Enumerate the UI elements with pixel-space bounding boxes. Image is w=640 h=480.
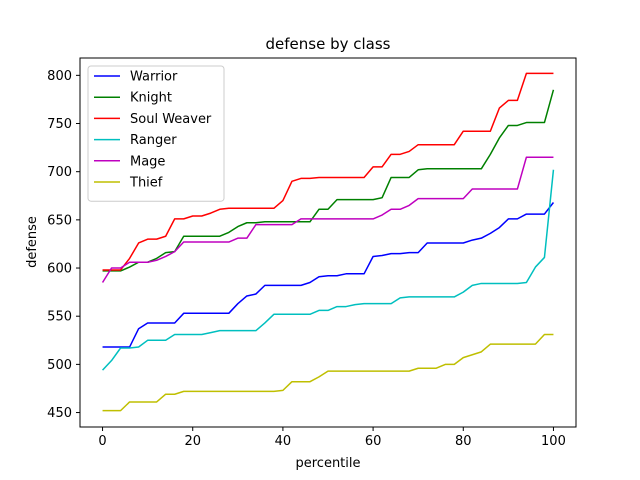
series-line-knight (102, 89, 555, 272)
legend-label: Warrior (130, 70, 178, 85)
y-tick-label: 750 (47, 117, 72, 132)
x-tick-label: 60 (365, 434, 382, 449)
series-line-soul-weaver (102, 72, 554, 271)
y-tick-label: 450 (47, 406, 72, 421)
y-axis: 450 500 550 600 650 700 750 800 (47, 69, 80, 421)
y-tick-label: 650 (47, 213, 72, 228)
plot-lines (101, 72, 555, 412)
legend-label: Ranger (130, 133, 177, 148)
chart-title: defense by class (266, 35, 391, 53)
plot-frame (79, 57, 577, 428)
legend-label: Knight (130, 91, 172, 106)
series-line-ranger (102, 169, 555, 371)
y-tick-label: 700 (47, 165, 72, 180)
x-tick-label: 80 (455, 434, 472, 449)
legend: Warrior Knight Soul Weaver Ranger Mage Thief (87, 65, 225, 202)
series-line-thief (102, 333, 554, 412)
x-tick-label: 20 (184, 434, 201, 449)
y-axis-label: defense (25, 216, 40, 268)
x-axis-label: percentile (295, 456, 360, 471)
y-tick-label: 800 (47, 69, 72, 84)
x-tick-label: 40 (275, 434, 292, 449)
legend-box (87, 65, 225, 202)
y-tick-label: 550 (47, 310, 72, 325)
x-tick-label: 100 (541, 434, 566, 449)
legend-label: Thief (129, 176, 163, 191)
legend-label: Soul Weaver (130, 112, 212, 127)
series-line-warrior (102, 202, 555, 348)
y-tick-label: 500 (47, 358, 72, 373)
x-tick-label: 0 (98, 434, 106, 449)
series-line-mage (101, 156, 554, 283)
legend-label: Mage (130, 154, 165, 169)
x-axis: 0 20 40 60 80 100 (98, 427, 566, 449)
y-tick-label: 600 (47, 262, 72, 277)
